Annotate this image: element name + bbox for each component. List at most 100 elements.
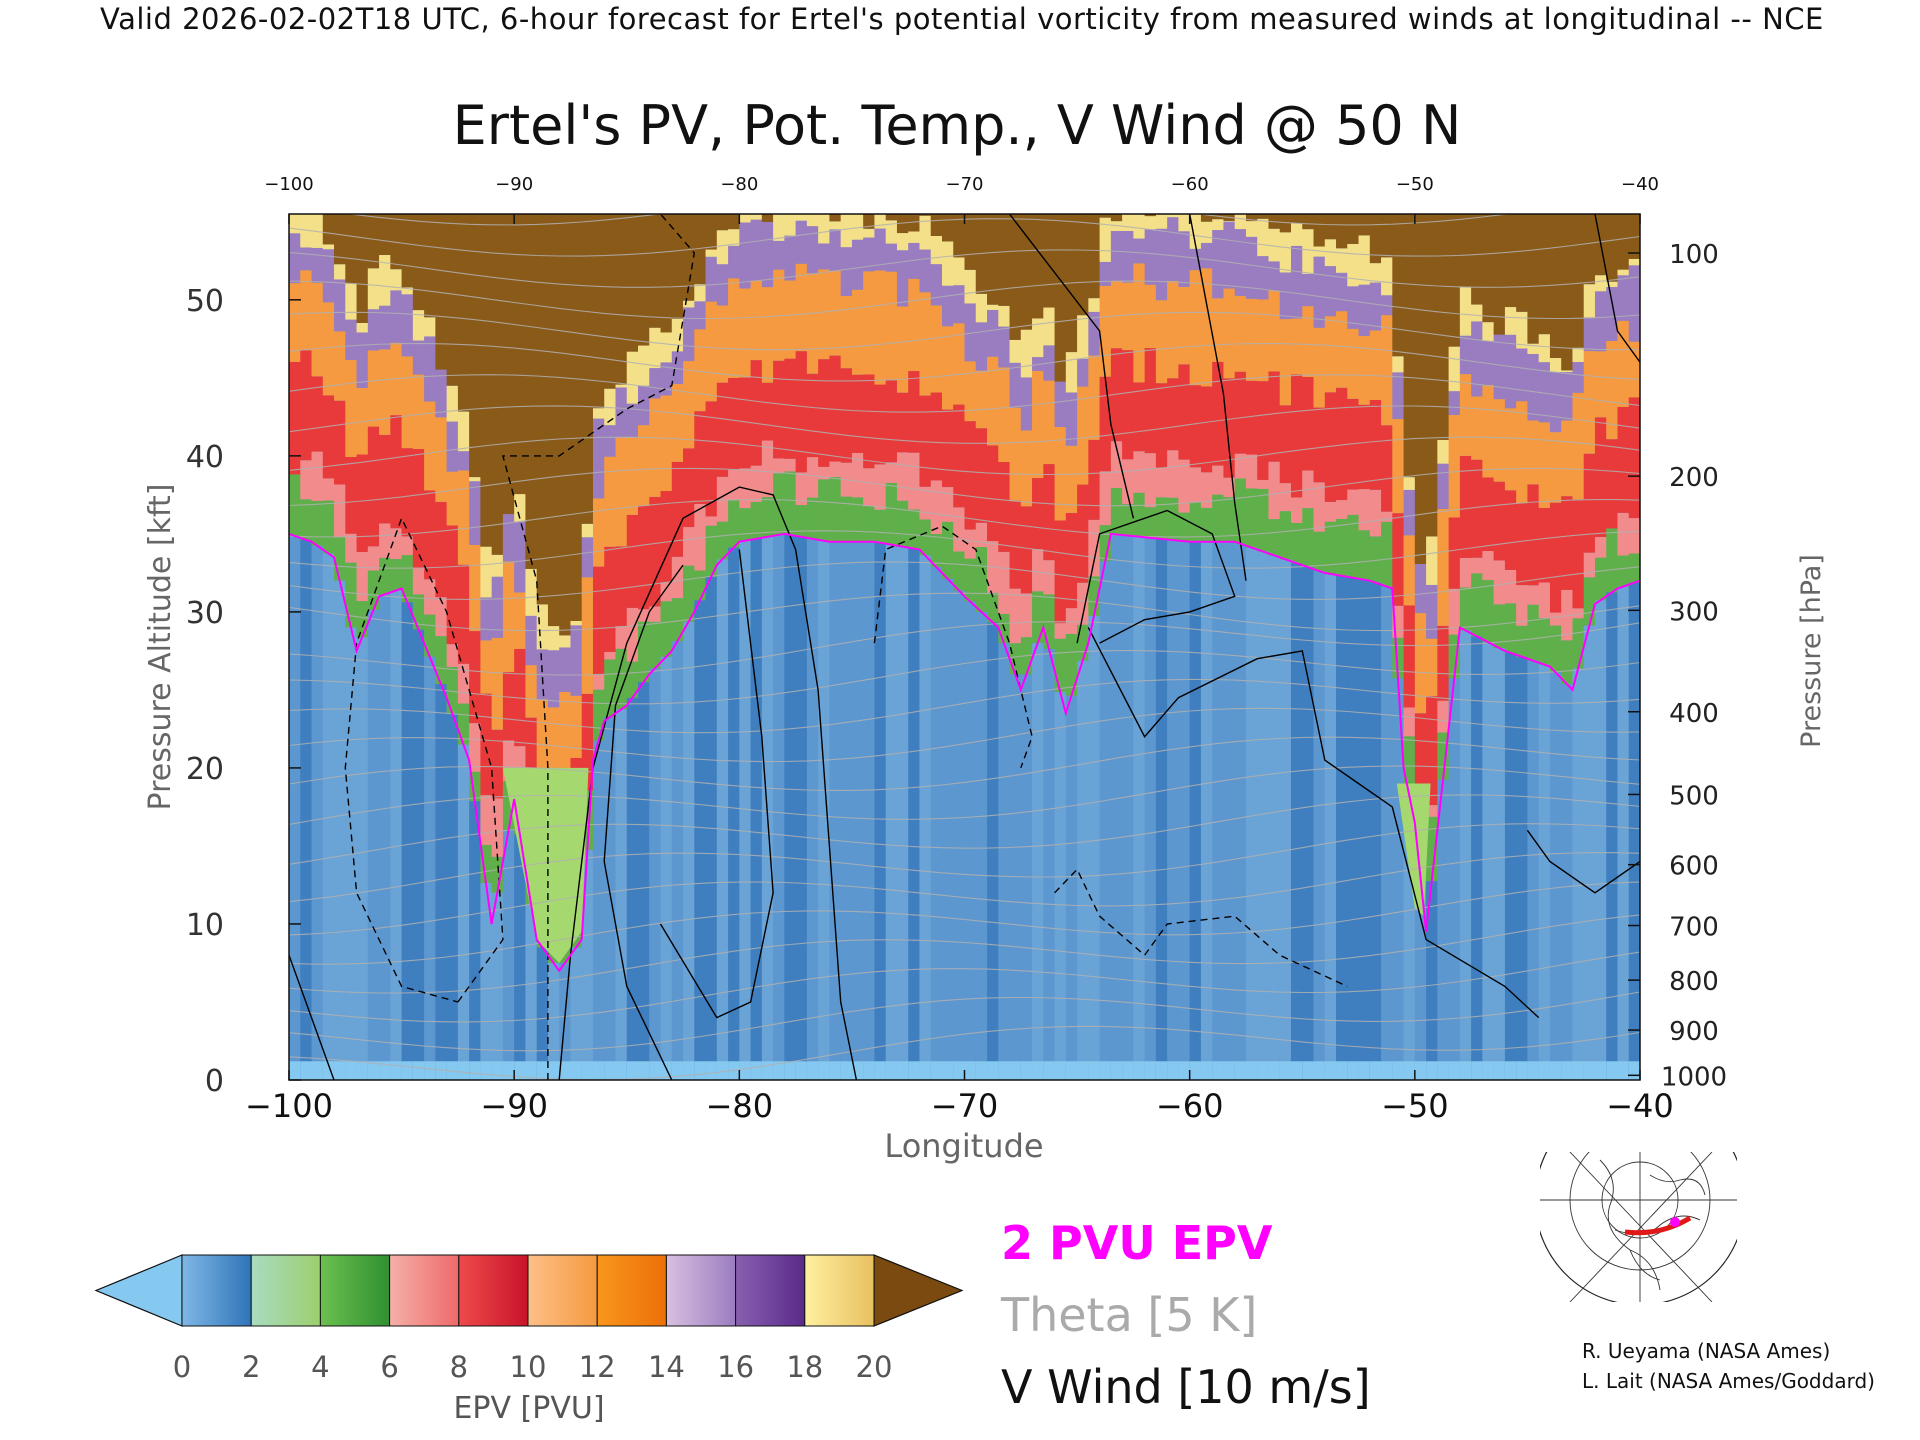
v-wind-contour [1594,214,1640,363]
band-surface [1527,1061,1540,1080]
band-troposphere-column [1279,559,1292,1080]
band-yellow [1504,307,1517,335]
band-orange [784,280,797,359]
band-pink [1065,608,1078,634]
band-pink [795,472,808,506]
band-surface [1054,1061,1067,1080]
band-yellow [1572,347,1585,363]
band-troposphere-column [1527,660,1540,1080]
band-green [1493,604,1506,648]
band-pink [761,440,774,498]
band-yellow [356,322,369,333]
band-red [1189,385,1202,468]
band-red [1178,364,1191,460]
theta-contour [289,592,1640,632]
v-wind-contour [289,954,335,1080]
band-pink [1268,461,1281,520]
band-troposphere-column [1617,586,1630,1080]
band-purple [728,245,740,279]
band-red [367,426,380,547]
band-orange [1065,445,1078,513]
band-troposphere-column [998,643,1011,1080]
colorbar-under-arrow [94,1254,183,1327]
band-green [1054,638,1067,692]
band-troposphere-column [300,539,313,1080]
band-red [941,409,954,488]
x-tick-label: −100 [245,1087,333,1125]
band-orange [626,436,639,515]
pressure-tick-label: 400 [1669,699,1719,729]
band-red [683,448,695,528]
band-brown [1572,214,1585,348]
band-yellow [424,317,436,337]
band-orange [1234,295,1247,372]
band-purple [638,385,650,426]
band-pink [1189,467,1202,503]
band-green [1606,528,1619,593]
colorbar: 0 2 4 6 8 10 12 14 16 18 20 [94,1254,964,1384]
band-green [1347,514,1360,578]
x-tick-label-top: −100 [264,174,313,195]
band-troposphere-column [683,621,695,1080]
band-orange [1200,268,1213,387]
band-surface [1482,1061,1495,1080]
band-orange [1527,420,1540,485]
band-green [1290,522,1303,564]
theta-contour [289,951,1640,1023]
band-troposphere-column [649,668,662,1080]
band-pink [1437,700,1450,733]
band-surface [1561,1061,1574,1080]
band-surface [1099,1061,1112,1080]
band-yellow [469,477,481,482]
band-purple [1009,362,1022,408]
band-pink [502,740,515,781]
band-green [1392,637,1405,679]
band-pink [424,579,436,615]
band-red [457,564,470,664]
band-red [502,672,515,741]
band-pink [885,462,898,483]
band-purple [795,220,808,264]
band-surface [581,1061,594,1080]
band-green [1561,640,1574,685]
x-tick-label: −50 [1381,1087,1449,1125]
band-surface [1448,1061,1461,1080]
band-brown [930,214,943,236]
band-surface [435,1061,448,1080]
band-red [1628,397,1640,519]
band-green [1572,618,1585,669]
band-brown [1200,214,1213,222]
band-red [469,631,481,724]
band-orange [559,691,572,784]
v-wind-contour [659,549,774,1019]
band-orange [1561,420,1574,497]
band-orange [457,470,470,565]
band-pink [998,551,1011,614]
band-yellow [1212,219,1225,231]
band-brown [1032,214,1044,319]
band-green [1189,502,1202,542]
band-purple [896,250,909,307]
band-green [863,506,876,542]
band-surface [1459,1061,1472,1080]
band-red [604,546,617,652]
band-brown [1504,214,1517,308]
band-purple [1493,328,1506,400]
band-red [998,462,1011,552]
band-green [1110,487,1123,535]
band-pink [1538,582,1551,619]
band-brown [1628,214,1640,259]
band-red [1459,455,1472,558]
band-yellow [390,269,403,291]
colorbar-bin [665,1254,737,1327]
band-orange [1336,311,1348,388]
band-brown [638,214,650,346]
band-pink [1099,471,1112,526]
band-surface [964,1061,977,1080]
band-surface [1088,1061,1101,1080]
band-surface [998,1061,1011,1080]
band-red [919,395,932,487]
band-green [739,508,752,541]
band-troposphere-column [1606,592,1619,1080]
band-pink [1392,605,1405,638]
